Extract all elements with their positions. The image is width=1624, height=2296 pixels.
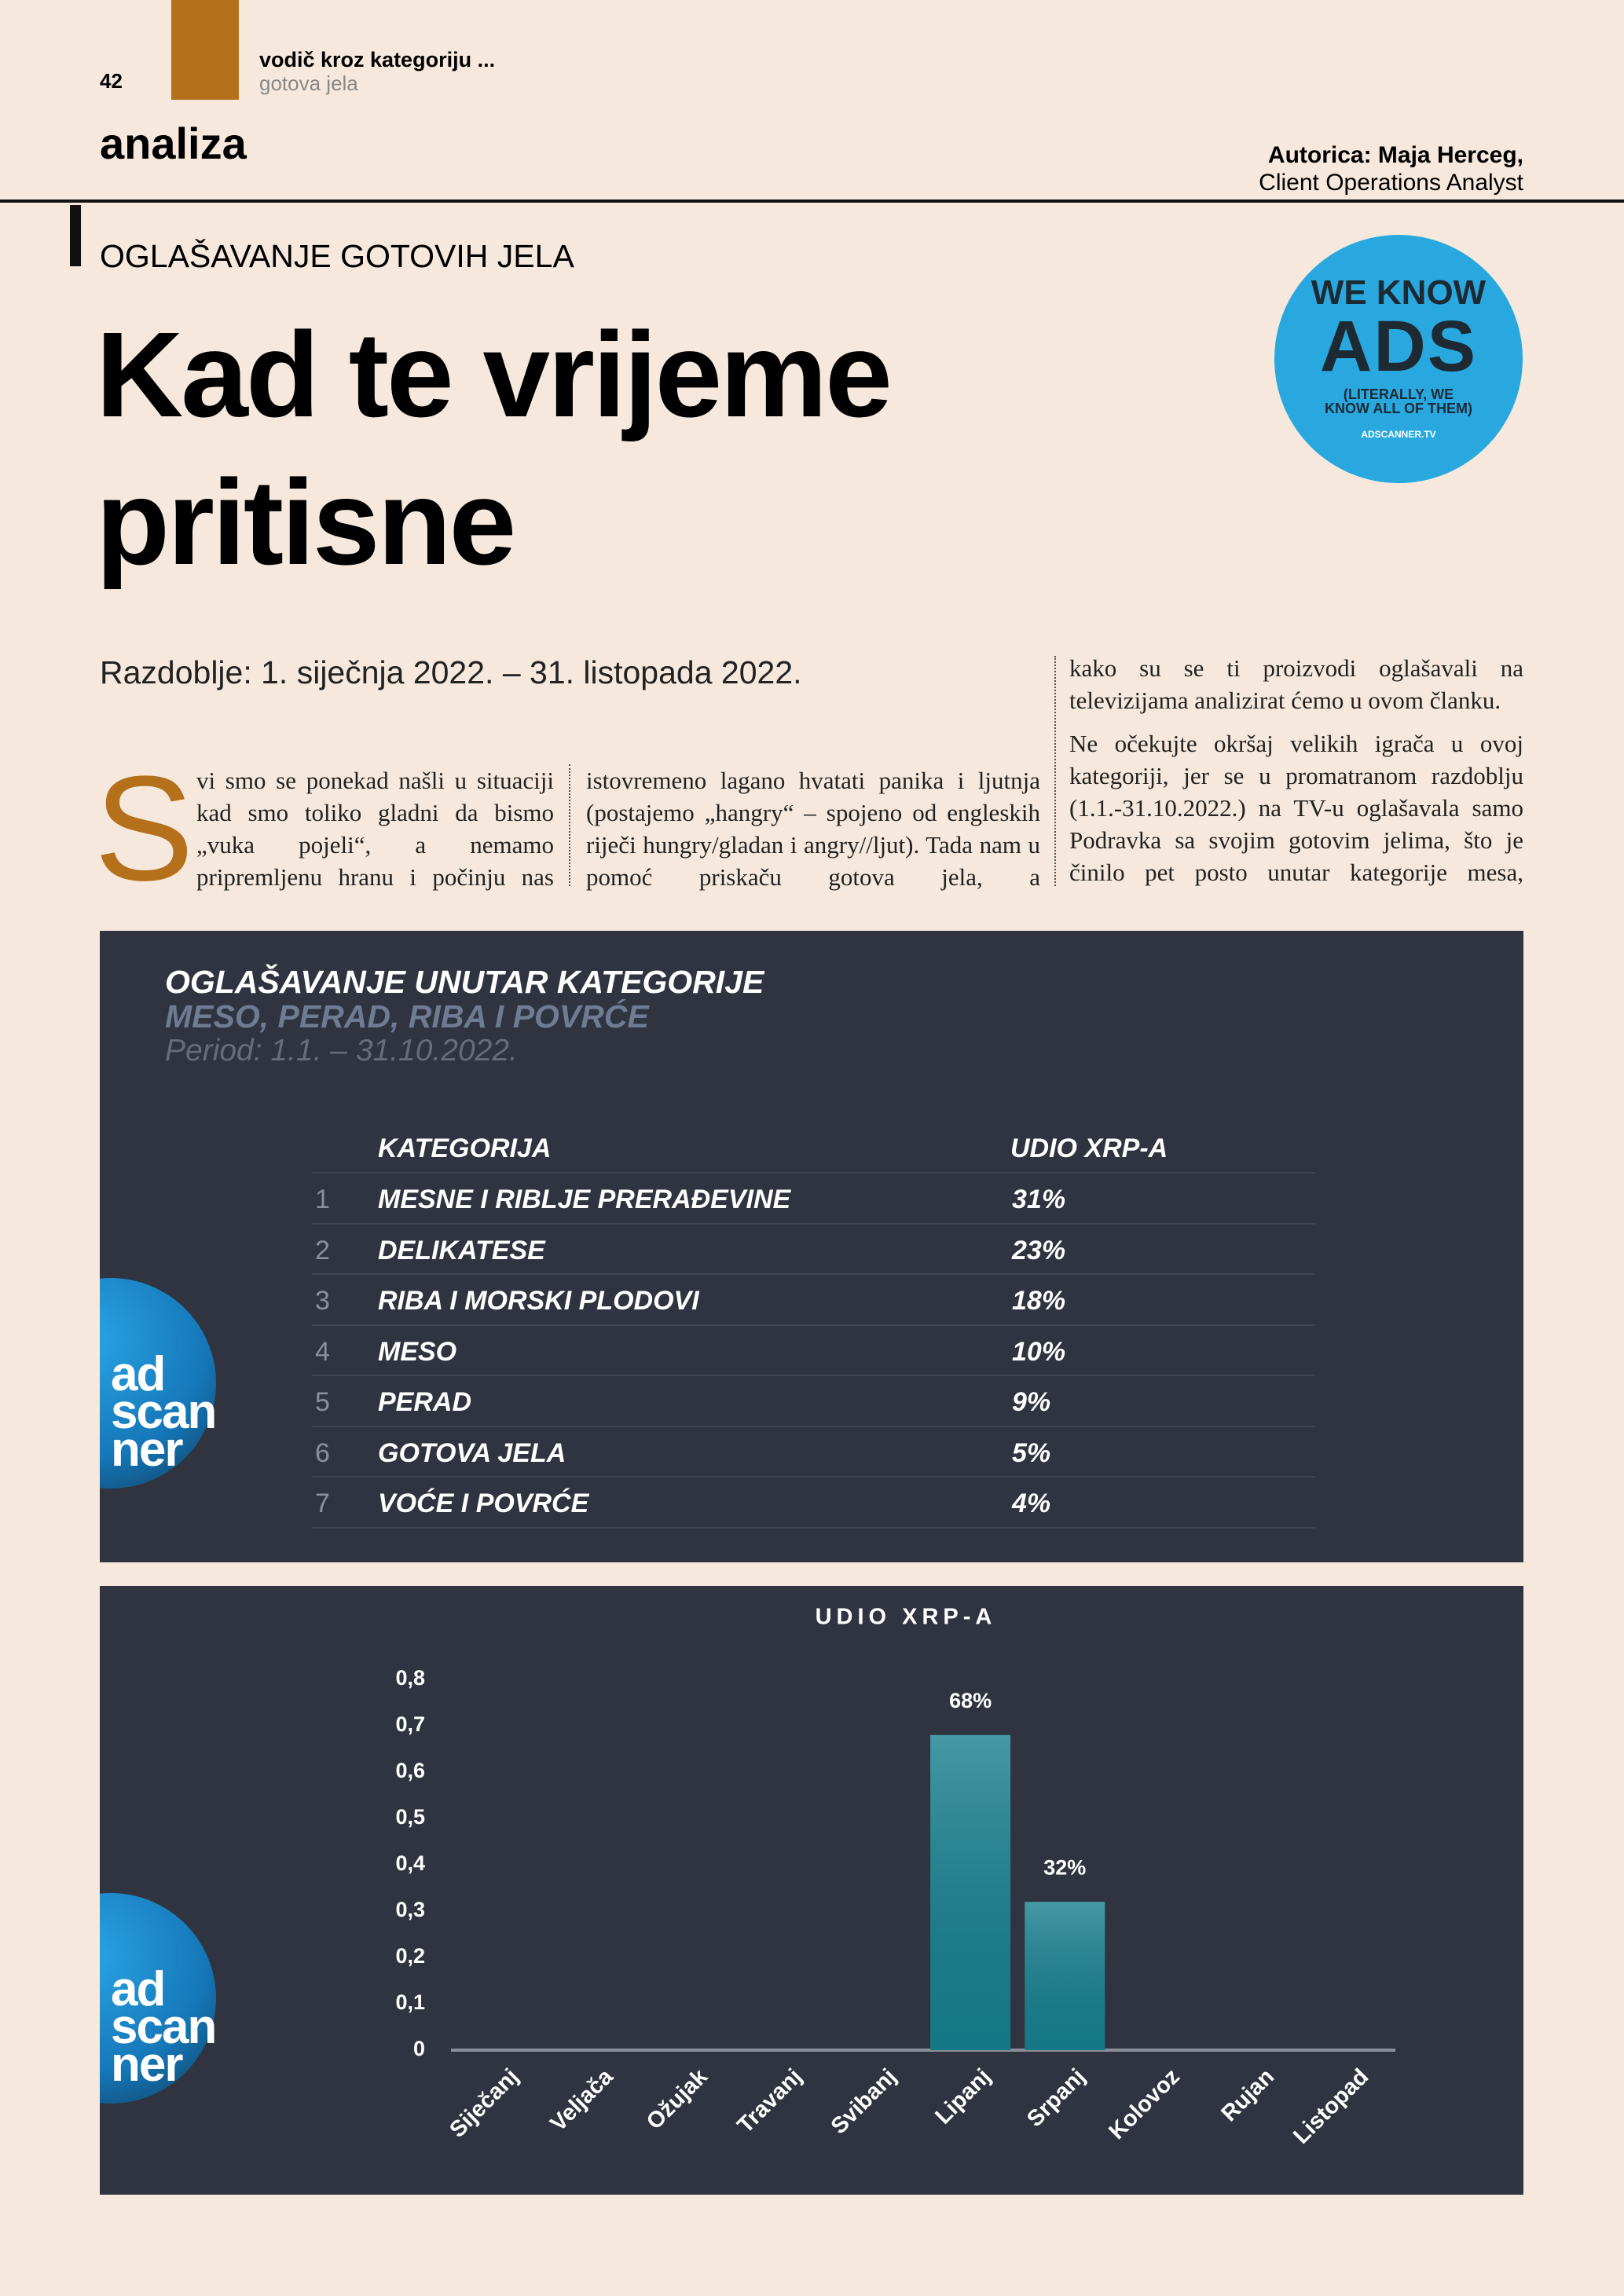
row-name: GOTOVA JELA	[378, 1437, 566, 1468]
column-2: istovremeno lagano hvatati panika i ljut…	[586, 767, 1040, 891]
row-number: 4	[315, 1336, 330, 1367]
row-rule	[312, 1222, 1315, 1225]
paragraph: kako su se ti proizvodi oglašavali na te…	[1069, 654, 1523, 714]
table-header: KATEGORIJA	[378, 1133, 552, 1163]
row-rule	[312, 1476, 1315, 1478]
title-line: Kad te vrijeme	[96, 307, 893, 442]
row-rule	[312, 1172, 1315, 1174]
column-3: kako su se ti proizvodi oglašavali na te…	[1069, 652, 1523, 899]
row-name: MESO	[378, 1336, 457, 1367]
y-tick-label: 0,8	[395, 1666, 425, 1690]
x-tick-label: Kolovoz	[1104, 2064, 1184, 2144]
y-tick-label: 0,2	[395, 1944, 425, 1968]
y-tick-label: 0,1	[395, 1990, 425, 2014]
badge-text: WE KNOW	[1311, 273, 1487, 312]
table-header: UDIO XRP-A	[1010, 1133, 1168, 1163]
row-number: 1	[315, 1185, 330, 1214]
row-share: 23%	[1012, 1235, 1066, 1265]
bar-shade	[1025, 1902, 1105, 2050]
y-tick-label: 0,4	[395, 1851, 425, 1875]
row-number: 2	[315, 1235, 330, 1265]
column-rule	[1054, 656, 1056, 886]
header-rule	[0, 200, 1624, 203]
section: vodič kroz kategoriju ...	[259, 48, 496, 71]
row-number: 7	[315, 1489, 330, 1518]
value-label: 68%	[949, 1689, 992, 1712]
table-title: OGLAŠAVANJE UNUTAR KATEGORIJE	[165, 964, 764, 1000]
y-tick-label: 0,7	[395, 1712, 425, 1736]
row-rule	[312, 1324, 1315, 1326]
x-tick-label: Travanj	[733, 2064, 807, 2138]
row-share: 4%	[1012, 1489, 1051, 1518]
row-number: 6	[315, 1437, 330, 1468]
row-name: VOĆE I POVRĆE	[378, 1489, 589, 1518]
logo-text: scan	[111, 2000, 217, 2054]
row-rule	[312, 1425, 1315, 1427]
row-rule	[312, 1526, 1315, 1529]
y-tick-label: 0,6	[395, 1759, 425, 1782]
row-share: 5%	[1012, 1437, 1051, 1468]
row-number: 3	[315, 1286, 330, 1316]
table-period: Period: 1.1. – 31.10.2022.	[165, 1034, 518, 1067]
logo-text: ad	[111, 1347, 166, 1401]
x-tick-label: Svibanj	[827, 2064, 902, 2140]
author-role: Client Operations Analyst	[1259, 170, 1523, 196]
value-label: 32%	[1043, 1855, 1086, 1879]
y-tick-label: 0,3	[395, 1898, 425, 1921]
row-rule	[312, 1273, 1315, 1275]
x-tick-label: Rujan	[1216, 2064, 1279, 2127]
row-name: DELIKATESE	[378, 1235, 545, 1265]
logo-text: ner	[111, 2038, 183, 2092]
table-subtitle: MESO, PERAD, RIBA I POVRĆE	[165, 998, 649, 1034]
chart-title: UDIO XRP-A	[816, 1605, 997, 1630]
row-name: PERAD	[378, 1387, 472, 1417]
row-share: 31%	[1012, 1185, 1066, 1214]
kicker: OGLAŠAVANJE GOTOVIH JELA	[100, 238, 574, 274]
title-line: pritisne	[96, 455, 516, 590]
chart-panel: ad scan ner	[100, 1586, 1523, 2195]
x-tick-label: Siječanj	[445, 2064, 523, 2143]
x-tick-label: Lipanj	[930, 2064, 995, 2129]
y-tick-label: 0,5	[395, 1805, 425, 1829]
badge-text: ADS	[1319, 306, 1478, 386]
column-1: vi smo se ponekad našli u situaciji kad …	[196, 767, 554, 891]
bar-shade	[930, 1734, 1011, 2050]
paragraph: Ne očekujte okršaj velikih igrača u ovoj…	[1069, 730, 1523, 886]
badge-text: ADSCANNER.TV	[1361, 429, 1436, 440]
subsection: gotova jela	[259, 71, 358, 95]
logo-text: ner	[111, 1423, 183, 1477]
badge: WE KNOW ADS (LITERALLY, WE KNOW ALL OF T…	[1274, 235, 1523, 483]
logo-text: ad	[111, 1962, 166, 2016]
row-rule	[312, 1375, 1315, 1376]
rubric: analiza	[100, 119, 247, 168]
drop-cap: S	[94, 745, 194, 912]
row-name: RIBA I MORSKI PLODOVI	[378, 1286, 699, 1316]
y-tick-label: 0	[413, 2037, 425, 2060]
row-number: 5	[315, 1387, 330, 1417]
x-tick-label: Listopad	[1289, 2064, 1373, 2149]
page-number: 42	[100, 69, 123, 93]
x-tick-label: Ožujak	[642, 2063, 713, 2134]
badge-text: (LITERALLY, WE KNOW ALL OF THEM)	[1325, 386, 1472, 416]
row-share: 9%	[1012, 1387, 1051, 1417]
column-rule	[569, 764, 570, 886]
header-block	[171, 0, 239, 100]
logo-text: scan	[111, 1385, 217, 1439]
kicker-bar	[70, 205, 81, 266]
row-share: 10%	[1012, 1336, 1066, 1367]
x-tick-label: Veljača	[545, 2063, 618, 2137]
row-name: MESNE I RIBLJE PRERAĐEVINE	[378, 1185, 791, 1214]
author: Autorica: Maja Herceg,	[1267, 142, 1523, 168]
row-share: 18%	[1012, 1286, 1066, 1316]
table-panel: ad scan ner OGLAŠAVANJE UNUTAR KATEGORIJ…	[100, 931, 1523, 1562]
period: Razdoblje: 1. siječnja 2022. – 31. listo…	[100, 654, 802, 690]
x-tick-label: Srpanj	[1022, 2064, 1090, 2132]
